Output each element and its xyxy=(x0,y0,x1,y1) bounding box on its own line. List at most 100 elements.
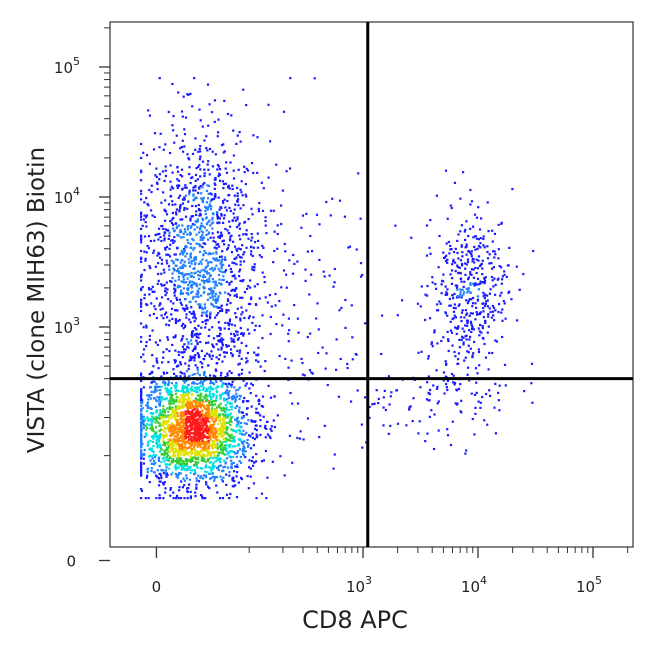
event-dot xyxy=(222,437,225,440)
event-dot xyxy=(224,206,227,209)
event-dot xyxy=(195,486,198,489)
event-dot xyxy=(222,446,226,449)
event-dot xyxy=(179,407,182,410)
event-dot xyxy=(173,287,176,290)
event-dot xyxy=(242,332,246,335)
event-dot xyxy=(233,262,236,265)
event-dot xyxy=(238,460,241,463)
event-dot xyxy=(193,473,196,476)
event-dot xyxy=(154,421,157,424)
event-dot xyxy=(199,224,202,228)
event-dot xyxy=(222,143,225,146)
event-dot xyxy=(390,391,393,394)
event-dot xyxy=(229,161,232,164)
event-dot xyxy=(180,426,183,429)
event-dot xyxy=(181,389,185,392)
event-dot xyxy=(497,399,500,402)
event-dot xyxy=(221,451,224,454)
event-dot xyxy=(176,246,179,249)
event-dot xyxy=(494,339,497,342)
event-dot xyxy=(198,389,201,392)
event-dot xyxy=(217,131,220,134)
event-dot xyxy=(466,302,469,305)
event-dot xyxy=(238,411,241,414)
event-dot xyxy=(250,419,253,422)
event-dot xyxy=(482,295,485,298)
event-dot xyxy=(140,275,143,278)
event-dot xyxy=(176,439,179,442)
event-dot xyxy=(163,380,166,383)
event-dot xyxy=(222,469,225,472)
event-dot xyxy=(240,191,243,194)
event-dot xyxy=(188,281,191,284)
event-dot xyxy=(230,402,233,405)
event-dot xyxy=(195,487,198,490)
event-dot xyxy=(145,326,148,329)
event-dot xyxy=(197,291,200,294)
event-dot xyxy=(197,277,201,280)
event-dot xyxy=(238,354,241,357)
event-dot xyxy=(459,288,462,291)
event-dot xyxy=(453,350,456,354)
event-dot xyxy=(239,238,242,241)
event-dot xyxy=(144,432,147,435)
event-dot xyxy=(150,418,153,421)
event-dot xyxy=(166,421,169,424)
event-dot xyxy=(266,301,269,304)
event-dot xyxy=(231,380,234,383)
event-dot xyxy=(183,372,186,375)
event-dot xyxy=(189,495,192,498)
event-dot xyxy=(425,254,429,257)
event-dot xyxy=(183,206,186,210)
event-dot xyxy=(241,279,244,283)
event-dot xyxy=(221,240,224,243)
event-dot xyxy=(242,429,245,432)
event-dot xyxy=(228,455,231,458)
event-dot xyxy=(483,282,486,285)
event-dot xyxy=(147,204,150,207)
event-dot xyxy=(144,424,147,427)
event-dot xyxy=(318,258,321,261)
event-dot xyxy=(276,414,279,417)
event-dot xyxy=(153,397,156,400)
event-dot xyxy=(148,481,151,484)
event-dot xyxy=(430,341,433,344)
event-dot xyxy=(184,215,188,218)
event-dot xyxy=(145,154,149,157)
event-dot xyxy=(215,305,218,308)
event-dot xyxy=(183,497,186,500)
event-dot xyxy=(152,450,155,453)
event-dot xyxy=(260,256,263,259)
event-dot xyxy=(185,304,188,307)
x-tick-label: 0 xyxy=(152,578,162,596)
event-dot xyxy=(197,451,200,454)
event-dot xyxy=(178,194,182,197)
event-dot xyxy=(165,253,168,256)
event-dot xyxy=(178,422,181,425)
event-dot xyxy=(148,447,151,450)
event-dot xyxy=(233,335,236,338)
event-dot xyxy=(437,429,440,432)
event-dot xyxy=(451,420,454,423)
event-dot xyxy=(140,249,143,253)
event-dot xyxy=(156,233,159,236)
event-dot xyxy=(228,474,231,477)
event-dot xyxy=(208,280,211,283)
event-dot xyxy=(225,161,228,164)
event-dot xyxy=(189,432,192,435)
event-dot xyxy=(477,400,480,403)
event-dot xyxy=(248,459,251,462)
event-dot xyxy=(222,433,226,436)
event-dot xyxy=(220,235,223,238)
event-dot xyxy=(145,423,148,426)
event-dot xyxy=(188,193,191,196)
event-dot xyxy=(435,369,438,372)
event-dot xyxy=(223,439,226,442)
event-dot xyxy=(188,466,191,469)
event-dot xyxy=(186,207,189,210)
event-dot xyxy=(239,263,242,266)
event-dot xyxy=(472,328,475,331)
event-dot xyxy=(199,209,202,212)
event-dot xyxy=(478,334,481,337)
event-dot xyxy=(169,219,172,223)
